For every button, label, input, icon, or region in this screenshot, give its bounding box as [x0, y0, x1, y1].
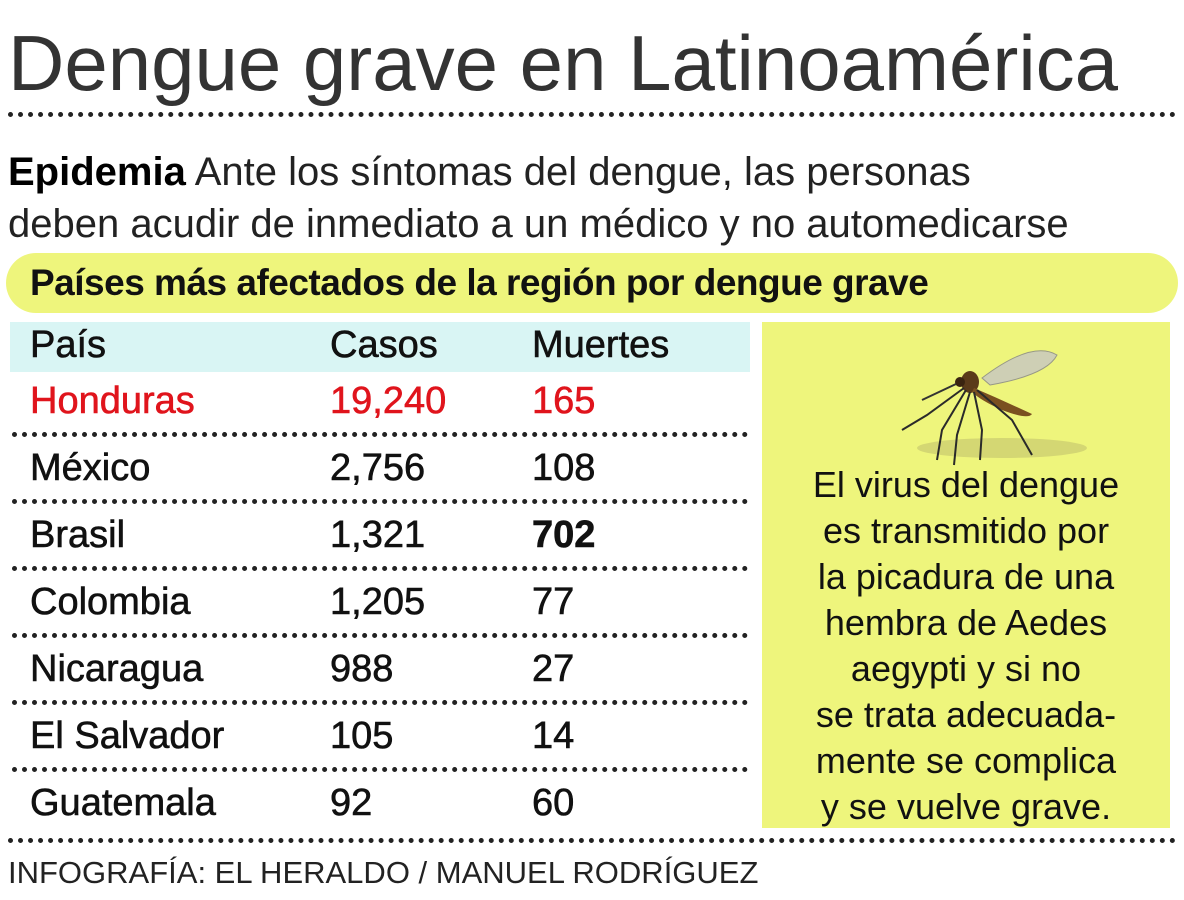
subtitle: Epidemia Ante los síntomas del dengue, l…: [8, 146, 1069, 250]
table-header: País Casos Muertes: [10, 322, 750, 372]
cell-pais: México: [30, 447, 151, 490]
info-box: El virus del dengue es transmitido por la …: [762, 322, 1170, 828]
cell-casos: 105: [330, 715, 394, 758]
subtitle-line1: Ante los síntomas del dengue, las person…: [194, 150, 971, 194]
cell-pais: El Salvador: [30, 715, 225, 758]
cell-muertes: 60: [532, 782, 575, 825]
info-line: y se vuelve grave.: [820, 786, 1112, 827]
cell-casos: 1,205: [330, 581, 426, 624]
cell-muertes: 165: [532, 380, 596, 423]
cell-casos: 92: [330, 782, 373, 825]
subtitle-lead: Epidemia: [8, 150, 186, 194]
cell-casos: 2,756: [330, 447, 426, 490]
info-line: mente se complica: [815, 740, 1117, 781]
cell-muertes: 14: [532, 715, 575, 758]
row-divider: [12, 499, 748, 504]
info-line: se trata adecuada-: [815, 694, 1117, 735]
credit: INFOGRAFÍA: EL HERALDO / MANUEL RODRÍGUE…: [8, 855, 759, 890]
divider: [8, 112, 1176, 117]
cell-casos: 988: [330, 648, 394, 691]
info-text: El virus del dengue es transmitido por la …: [762, 462, 1170, 830]
row-divider: [12, 767, 748, 772]
cell-muertes: 27: [532, 648, 575, 691]
info-line: hembra de Aedes: [824, 602, 1108, 643]
info-line: aegypti y si no: [850, 648, 1082, 689]
header-muertes: Muertes: [532, 324, 670, 367]
header-casos: Casos: [330, 324, 438, 367]
cell-pais: Brasil: [30, 514, 126, 557]
cell-casos: 1,321: [330, 514, 426, 557]
cell-muertes: 108: [532, 447, 596, 490]
table-title: Países más afectados de la región por de…: [30, 262, 929, 303]
mosquito-icon: [901, 350, 1087, 466]
cell-muertes: 702: [532, 514, 596, 557]
cell-pais: Honduras: [30, 380, 195, 423]
cell-pais: Colombia: [30, 581, 191, 624]
cell-pais: Guatemala: [30, 782, 216, 825]
info-line: la picadura de una: [817, 556, 1115, 597]
table-title-banner: Países más afectados de la región por de…: [6, 253, 1178, 313]
row-divider: [12, 633, 748, 638]
row-divider: [12, 700, 748, 705]
info-line: es transmitido por: [822, 510, 1110, 551]
divider: [8, 838, 1176, 843]
row-divider: [12, 566, 748, 571]
page-title: Dengue grave en Latinoamérica: [8, 19, 1119, 107]
subtitle-line2: deben acudir de inmediato a un médico y …: [8, 202, 1069, 246]
row-divider: [12, 432, 748, 437]
cell-muertes: 77: [532, 581, 575, 624]
cell-pais: Nicaragua: [30, 648, 204, 691]
cell-casos: 19,240: [330, 380, 447, 423]
info-line: El virus del dengue: [812, 464, 1120, 505]
header-pais: País: [30, 324, 107, 367]
